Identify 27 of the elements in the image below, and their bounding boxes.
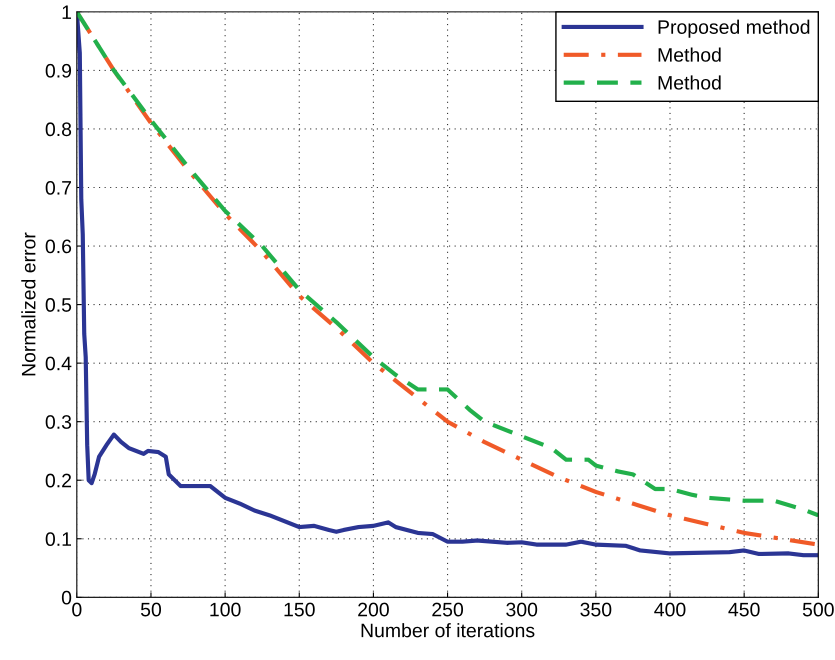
x-axis-title: Number of iterations [362, 623, 534, 638]
x-tick-label: 50 [140, 602, 162, 616]
x-tick-label: 200 [358, 602, 389, 616]
y-tick-label: 0.4 [46, 356, 72, 370]
legend-label: Method [658, 48, 721, 62]
x-tick-label: 300 [506, 602, 538, 616]
y-tick-label: 0.1 [46, 532, 72, 546]
y-tick-label: 0.2 [46, 474, 71, 488]
x-tick-label: 100 [210, 602, 241, 616]
x-tick-label: 500 [802, 602, 834, 616]
y-tick-label: 0.3 [46, 415, 72, 429]
y-tick-label: 0.7 [46, 180, 71, 195]
y-tick-label: 0.9 [46, 64, 72, 78]
y-tick-label: 0.5 [46, 298, 72, 312]
y-tick-label: 0 [62, 590, 72, 605]
x-tick-label: 450 [728, 602, 760, 616]
x-tick-label: 400 [654, 602, 686, 616]
legend-label: Method [658, 75, 721, 90]
legend-label: Proposed method [658, 20, 810, 38]
y-tick-label: 1 [62, 6, 72, 19]
y-axis-title: Normalized error [21, 232, 36, 376]
x-tick-label: 350 [580, 602, 612, 616]
y-tick-label: 0.6 [46, 240, 72, 254]
x-tick-label: 150 [284, 602, 315, 616]
x-tick-label: 0 [72, 602, 82, 616]
x-tick-label: 250 [432, 602, 464, 616]
y-tick-label: 0.8 [46, 122, 72, 136]
